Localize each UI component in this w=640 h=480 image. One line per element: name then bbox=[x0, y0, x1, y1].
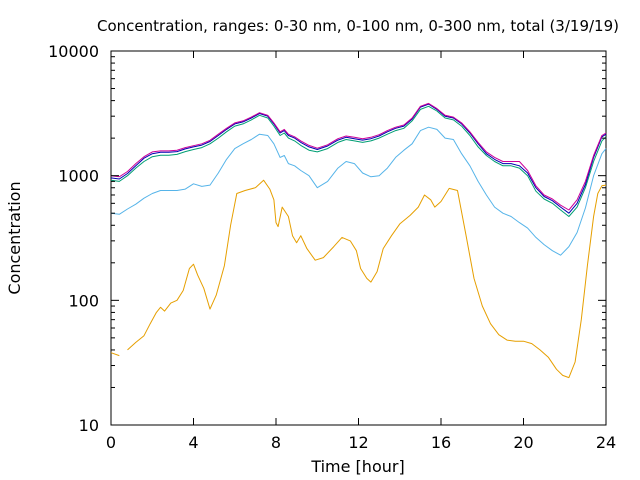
x-axis: 0 4 8 12 16 20 24 bbox=[106, 51, 616, 452]
y-axis-label: Concentration bbox=[5, 181, 24, 294]
series-line-1 bbox=[110, 179, 607, 379]
x-tick-label: 24 bbox=[596, 433, 616, 452]
y-tick-label: 10 bbox=[79, 416, 99, 435]
series-layer bbox=[110, 102, 607, 379]
series-line-2 bbox=[110, 126, 607, 256]
y-axis: 10 100 1000 10000 bbox=[48, 42, 606, 435]
series-line-4 bbox=[110, 103, 607, 214]
plot-frame bbox=[110, 50, 607, 426]
x-tick-label: 4 bbox=[188, 433, 198, 452]
x-tick-label: 0 bbox=[106, 433, 116, 452]
x-tick-label: 8 bbox=[271, 433, 281, 452]
series-line-5 bbox=[110, 102, 607, 211]
series-line-3 bbox=[110, 105, 607, 217]
x-axis-label: Time [hour] bbox=[310, 457, 404, 476]
x-tick-label: 20 bbox=[513, 433, 533, 452]
x-tick-label: 12 bbox=[348, 433, 368, 452]
x-tick-label: 16 bbox=[431, 433, 451, 452]
y-tick-label: 1000 bbox=[58, 167, 99, 186]
y-tick-label: 10000 bbox=[48, 42, 99, 61]
y-tick-label: 100 bbox=[68, 291, 99, 310]
chart-title: Concentration, ranges: 0-30 nm, 0-100 nm… bbox=[97, 17, 619, 35]
